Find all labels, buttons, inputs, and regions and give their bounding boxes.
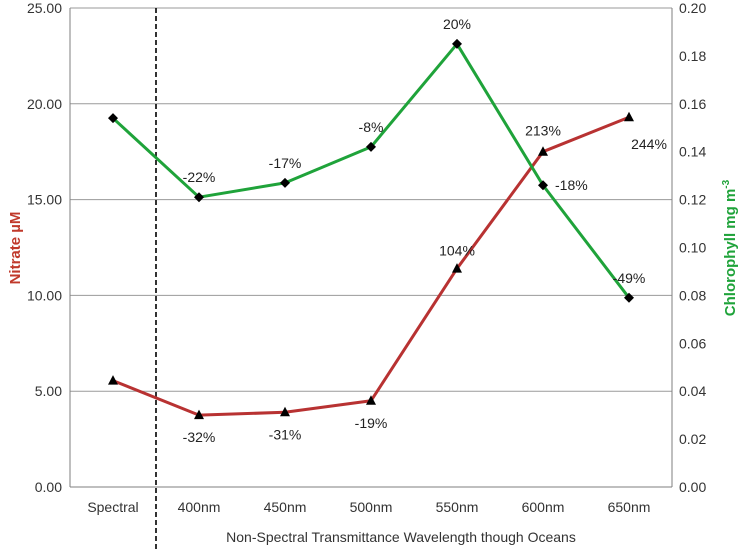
nitrate-point — [366, 395, 376, 405]
chlorophyll-data-label: 20% — [443, 16, 471, 32]
chlorophyll-data-label: -8% — [359, 119, 384, 135]
nitrate-point — [624, 111, 634, 122]
nitrate-data-label: 213% — [525, 123, 561, 139]
chlorophyll-point — [194, 192, 204, 203]
right-tick-label: 0.14 — [679, 144, 706, 160]
right-tick-label: 0.16 — [679, 96, 706, 112]
left-tick-label: 15.00 — [27, 192, 62, 208]
nitrate-point — [194, 409, 204, 420]
left-tick-label: 0.00 — [35, 479, 62, 495]
right-tick-label: 0.10 — [679, 240, 706, 256]
chlorophyll-data-label: -18% — [555, 177, 588, 193]
right-y-tick-labels: 0.00 0.02 0.04 0.06 0.08 0.10 0.12 0.14 0.16 0.18… — [679, 0, 706, 495]
left-tick-label: 20.00 — [27, 96, 62, 112]
chlorophyll-point — [624, 292, 634, 303]
left-tick-label: 5.00 — [35, 383, 62, 399]
chlorophyll-data-label: -17% — [269, 155, 302, 171]
nitrate-data-label: 244% — [631, 136, 667, 152]
nitrate-data-label: 104% — [439, 243, 475, 259]
chlorophyll-point — [280, 177, 290, 188]
x-tick-label: 500nm — [350, 499, 393, 515]
nitrate-series-line — [112, 115, 630, 417]
x-tick-label: 600nm — [522, 499, 565, 515]
right-tick-label: 0.08 — [679, 287, 706, 303]
nitrate-data-label: -32% — [183, 429, 216, 445]
chlorophyll-data-label: -22% — [183, 169, 216, 185]
right-tick-label: 0.12 — [679, 192, 706, 208]
nitrate-point — [280, 406, 290, 417]
right-tick-label: 0.04 — [679, 383, 706, 399]
right-tick-label: 0.00 — [679, 479, 706, 495]
chlorophyll-point — [366, 141, 376, 152]
series-layer — [108, 38, 634, 420]
nitrate-data-label: -19% — [355, 415, 388, 431]
left-tick-label: 25.00 — [27, 0, 62, 16]
chlorophyll-point — [108, 113, 118, 124]
x-tick-labels: Spectral 400nm 450nm 500nm 550nm 600nm 650nm — [87, 499, 650, 515]
x-axis-title: Non-Spectral Transmittance Wavelength th… — [226, 529, 576, 545]
nitrate-point — [538, 146, 548, 156]
right-tick-label: 0.02 — [679, 431, 706, 447]
chlorophyll-point — [538, 180, 548, 191]
left-y-tick-labels: 0.00 5.00 10.00 15.00 20.00 25.00 — [27, 0, 62, 495]
left-tick-label: 10.00 — [27, 287, 62, 303]
right-y-axis-title-superscript: -3 — [721, 179, 732, 188]
x-tick-label: 450nm — [264, 499, 307, 515]
right-tick-label: 0.18 — [679, 48, 706, 64]
right-tick-label: 0.20 — [679, 0, 706, 16]
nitrate-data-label: -31% — [269, 426, 302, 442]
x-tick-label: 650nm — [608, 499, 651, 515]
gridlines — [70, 7, 672, 392]
nitrate-point — [452, 263, 462, 273]
x-tick-label: 550nm — [436, 499, 479, 515]
nitrate-point — [108, 375, 118, 385]
chlorophyll-point — [452, 38, 462, 49]
x-tick-label: Spectral — [87, 499, 138, 515]
chlorophyll-data-label: -49% — [613, 270, 646, 286]
right-y-axis-title: Chlorophyll mg m-3 — [721, 179, 739, 316]
right-y-axis-title-main: Chlorophyll mg m — [722, 189, 739, 317]
right-tick-label: 0.06 — [679, 335, 706, 351]
x-tick-label: 400nm — [178, 499, 221, 515]
data-labels: -32% -31% -19% 104% 213% 244% -22% -17% -8% 20% -1… — [183, 16, 667, 445]
left-y-axis-title: Nitrate µM — [7, 212, 24, 285]
